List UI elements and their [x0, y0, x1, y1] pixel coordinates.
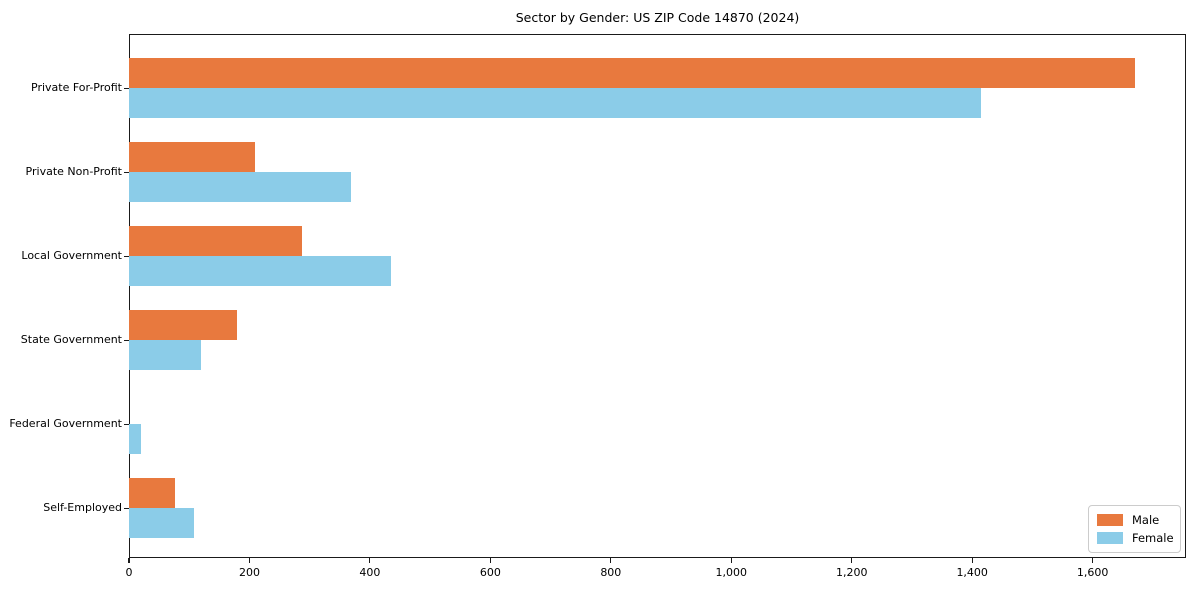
x-axis-tick [851, 558, 853, 563]
y-axis-tick [124, 171, 129, 173]
y-axis-tick [124, 87, 129, 89]
y-axis-tick [124, 339, 129, 341]
bar-female [129, 340, 202, 370]
x-axis-tick [248, 558, 251, 563]
plot-area [129, 34, 1186, 558]
x-axis-tick-label: 0 [125, 566, 133, 579]
bar-female [129, 508, 195, 538]
y-axis-tick [124, 423, 129, 425]
legend-swatch-female [1097, 532, 1123, 544]
bar-male [129, 58, 1135, 88]
x-axis-tick-label: 600 [479, 566, 501, 579]
bar-female [129, 424, 142, 454]
x-axis-tick [610, 558, 612, 563]
x-axis-tick [489, 558, 491, 563]
x-axis-tick-label: 1,400 [956, 566, 988, 579]
x-axis-tick-label: 1,200 [835, 566, 868, 579]
x-axis-tick [971, 558, 973, 563]
x-axis-tick [369, 558, 371, 563]
x-axis-tick-label: 1,000 [715, 566, 748, 579]
chart-title: Sector by Gender: US ZIP Code 14870 (202… [515, 10, 800, 25]
y-axis-category-label: Federal Government [9, 417, 122, 430]
x-axis-tick-label: 800 [600, 566, 622, 579]
bar-female [129, 172, 351, 202]
legend-label-male: Male [1132, 513, 1160, 527]
y-axis-tick [124, 507, 129, 509]
legend-entry-female: Female [1097, 531, 1174, 545]
bar-male [129, 142, 256, 172]
legend-label-female: Female [1132, 531, 1174, 545]
legend-entry-male: Male [1097, 514, 1172, 526]
bar-female [129, 256, 391, 286]
x-axis-tick-label: 200 [238, 566, 260, 579]
bar-male [129, 310, 238, 340]
x-axis-tick-label: 400 [359, 566, 381, 579]
legend-swatch-male [1097, 514, 1123, 526]
y-axis-category-label: Private For-Profit [31, 81, 122, 94]
x-axis-tick-label: 1,600 [1076, 566, 1109, 579]
x-axis-tick [1092, 558, 1094, 563]
bar-female [129, 88, 982, 118]
y-axis-category-label: Self-Employed [43, 501, 122, 514]
y-axis-category-label: State Government [20, 333, 122, 346]
bar-male [129, 226, 303, 256]
x-axis-tick [128, 558, 130, 563]
y-axis-category-label: Local Government [21, 249, 122, 262]
y-axis-category-label: Private Non-Profit [25, 165, 122, 178]
legend: Male Female [1088, 505, 1181, 553]
x-axis-tick [730, 558, 732, 563]
y-axis-tick [124, 255, 129, 257]
bar-male [129, 478, 175, 508]
